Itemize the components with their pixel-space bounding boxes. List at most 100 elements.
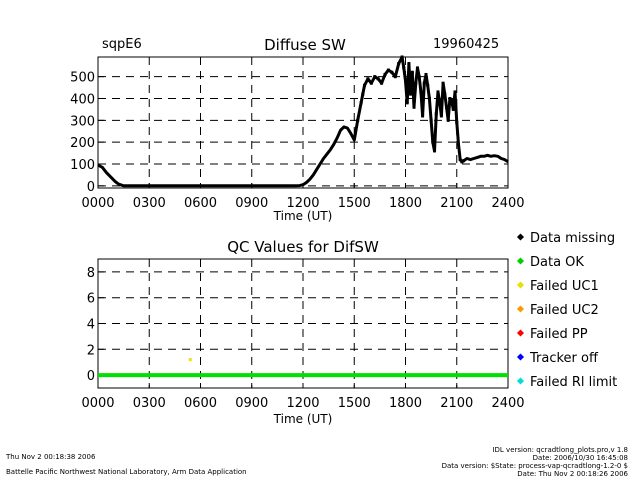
legend-label: Failed UC2 <box>530 303 599 318</box>
legend-marker <box>516 305 525 313</box>
x-axis-label: Time (UT) <box>273 209 333 223</box>
qc-series <box>98 358 508 378</box>
y-tick-label: 0 <box>87 369 95 384</box>
data-point <box>363 83 366 87</box>
data-point <box>433 149 437 153</box>
legend-marker <box>516 377 525 385</box>
y-tick-label: 4 <box>87 318 95 333</box>
data-point <box>404 79 407 83</box>
legend-marker <box>516 233 525 241</box>
x-tick-label: 1500 <box>338 196 371 211</box>
legend: Data missing Data OK Failed UC1 Failed UC2 F… <box>516 231 617 390</box>
y-axis: 0 100 200 300 400 500 <box>70 71 104 195</box>
data-point <box>402 66 406 70</box>
data-point <box>417 75 421 79</box>
data-point <box>405 101 409 105</box>
y-tick-label: 100 <box>70 158 95 173</box>
footer-data-version: Data version: $State: process-vap-qcradt… <box>441 462 628 470</box>
x-tick-label: 0900 <box>235 196 268 211</box>
x-tick-label: 1200 <box>286 196 319 211</box>
x-tick-label: 0600 <box>184 396 217 411</box>
data-point <box>419 90 423 94</box>
data-point <box>438 101 442 105</box>
data-point <box>421 114 425 118</box>
data-point <box>443 92 447 96</box>
data-point <box>393 75 397 79</box>
data-point <box>414 81 418 85</box>
x-tick-label: 0900 <box>235 396 268 411</box>
x-axis: 0000 0300 0600 0900 1200 1500 1800 2100 2400 <box>81 383 525 411</box>
data-point <box>427 96 431 100</box>
data-point <box>429 118 433 122</box>
legend-marker <box>516 281 525 289</box>
data-point <box>410 70 414 74</box>
grid <box>98 57 508 188</box>
data-point <box>431 140 435 144</box>
y-tick-label: 2 <box>87 343 95 358</box>
legend-label: Data OK <box>530 255 584 270</box>
data-point <box>439 114 443 118</box>
legend-label: Failed UC1 <box>530 279 599 294</box>
x-tick-label: 0600 <box>184 196 217 211</box>
footer-timestamp: Thu Nov 2 00:18:38 2006 <box>6 453 96 461</box>
x-tick-label: 1800 <box>389 196 422 211</box>
data-point <box>400 55 404 59</box>
data-point <box>407 62 411 66</box>
data-point <box>455 121 459 124</box>
data-point <box>446 118 450 122</box>
data-point <box>434 112 438 116</box>
data-point <box>436 90 440 94</box>
data-point <box>359 101 363 105</box>
legend-label: Data missing <box>530 231 615 246</box>
data-point <box>451 107 455 111</box>
y-tick-label: 0 <box>87 180 95 195</box>
x-tick-label: 0000 <box>81 396 114 411</box>
data-point <box>361 92 365 96</box>
data-point <box>460 160 464 164</box>
data-point <box>409 92 413 96</box>
data-point <box>380 81 384 85</box>
y-tick-label: 300 <box>70 114 95 129</box>
data-point <box>415 66 419 70</box>
y-tick-label: 400 <box>70 92 95 107</box>
x-tick-label: 2400 <box>491 196 524 211</box>
data-point <box>462 159 466 163</box>
data-point <box>373 75 377 79</box>
data-point <box>445 105 448 109</box>
data-point <box>390 70 394 74</box>
data-point <box>376 77 380 81</box>
footer-run-date: Date: Thu Nov 2 00:18:26 2006 <box>517 470 628 478</box>
footer-idl-version: IDL version: qcradtlong_plots.pro,v 1.8 <box>492 446 628 454</box>
x-tick-label: 1500 <box>338 396 371 411</box>
x-axis-label: Time (UT) <box>273 412 333 426</box>
y-tick-label: 6 <box>87 292 95 307</box>
data-point <box>422 81 426 85</box>
data-point <box>383 72 387 76</box>
data-point <box>424 72 428 76</box>
x-tick-label: 0000 <box>81 196 114 211</box>
data-point <box>453 90 457 94</box>
data-point <box>458 158 462 162</box>
qc-values-chart: QC Values for DifSW 0 2 4 6 8 0000 0300 0600 09… <box>81 231 617 426</box>
y-axis: 0 2 4 6 8 <box>87 266 104 384</box>
legend-label: Failed Rl limit <box>530 375 617 390</box>
x-tick-label: 0300 <box>133 396 166 411</box>
x-tick-label: 1800 <box>389 396 422 411</box>
grid <box>98 259 508 388</box>
data-point <box>397 62 401 66</box>
legend-marker <box>516 329 525 337</box>
legend-marker <box>516 257 525 265</box>
chart-title: Diffuse SW <box>264 36 346 54</box>
data-point <box>412 105 416 109</box>
data-point <box>441 81 445 85</box>
series-failed-uc1-point <box>188 358 192 362</box>
legend-marker <box>516 353 525 361</box>
data-point <box>366 77 370 81</box>
y-tick-label: 200 <box>70 136 95 151</box>
chart-title: QC Values for DifSW <box>227 238 379 256</box>
series-diffuse-sw <box>97 55 509 188</box>
footer-file-date: Date: 2006/10/30 16:45:08 <box>532 454 628 462</box>
date-label: 19960425 <box>433 37 500 52</box>
footer-lab: Battelle Pacific Northwest National Labo… <box>6 468 247 476</box>
